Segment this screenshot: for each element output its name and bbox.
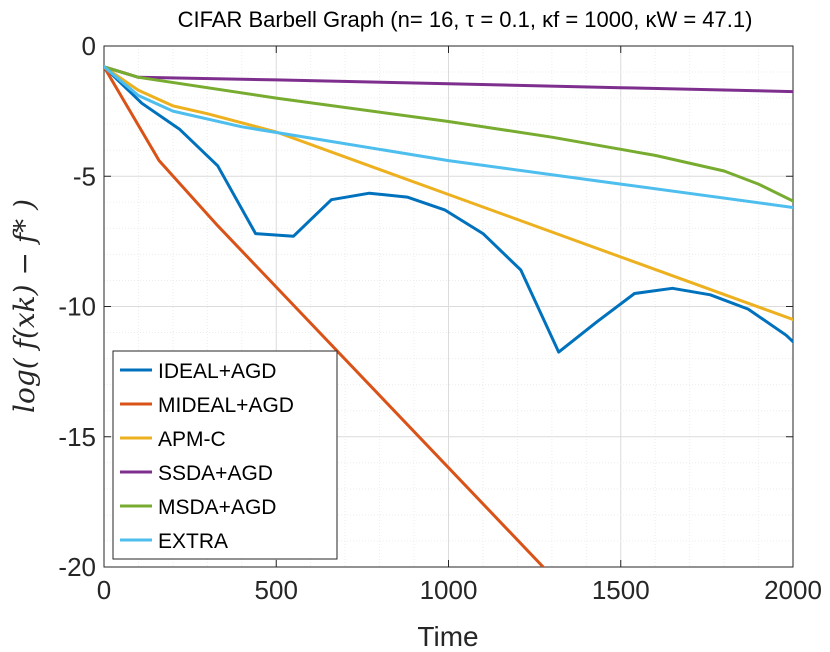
- series-line-apm-c: [104, 65, 793, 321]
- x-axis: 0 500 1000 1500 2000: [97, 46, 822, 605]
- x-tick-label: 0: [97, 575, 111, 605]
- legend-label: SSDA+AGD: [158, 462, 273, 485]
- y-tick-label: -15: [58, 422, 96, 452]
- series-line-ideal-agd: [104, 65, 793, 354]
- legend-label: EXTRA: [158, 530, 228, 553]
- x-axis-label: Time: [417, 621, 478, 652]
- legend-label: MSDA+AGD: [158, 496, 276, 519]
- x-tick-label: 1000: [420, 575, 478, 605]
- legend-label: MIDEAL+AGD: [158, 394, 294, 417]
- y-axis: 0 -5 -10 -15 -20: [58, 31, 793, 582]
- series-line-extra: [104, 65, 793, 209]
- legend-label: IDEAL+AGD: [158, 360, 276, 383]
- series-group: [104, 65, 793, 567]
- y-axis-label: log( f(xk) − f* ): [8, 199, 41, 413]
- y-tick-label: 0: [82, 31, 96, 61]
- x-tick-label: 2000: [764, 575, 822, 605]
- x-tick-label: 1500: [592, 575, 650, 605]
- x-tick-label: 500: [255, 575, 298, 605]
- chart-title: CIFAR Barbell Graph (n= 16, τ = 0.1, κf …: [178, 7, 753, 32]
- legend: IDEAL+AGD MIDEAL+AGD APM-C SSDA+AGD MSDA+AGD…: [112, 350, 338, 560]
- series-line-msda-agd: [104, 65, 793, 203]
- series-line-mideal-agd: [104, 65, 545, 567]
- y-tick-label: -5: [73, 161, 96, 191]
- y-tick-label: -20: [58, 552, 96, 582]
- legend-box: [112, 350, 338, 560]
- legend-label: APM-C: [158, 428, 226, 451]
- y-tick-label: -10: [58, 292, 96, 322]
